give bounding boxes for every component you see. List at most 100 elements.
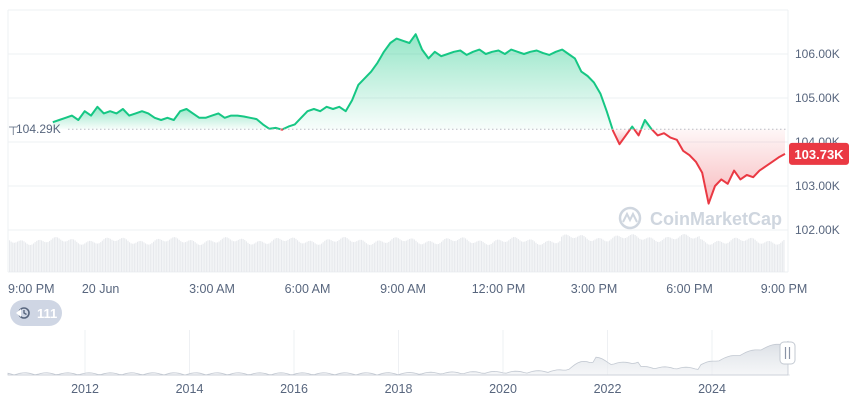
volume-bar <box>333 241 335 272</box>
price-line-down <box>650 128 786 205</box>
volume-bar <box>215 242 217 272</box>
volume-bar <box>605 241 607 272</box>
volume-bar <box>249 243 251 272</box>
volume-bar <box>759 243 761 272</box>
drag-handle[interactable] <box>779 341 796 365</box>
volume-bar <box>10 241 12 272</box>
volume-bar <box>101 240 103 272</box>
volume-bar <box>164 241 166 272</box>
price-area-up <box>282 34 613 130</box>
volume-bar <box>548 240 550 272</box>
volume-bar <box>261 241 263 272</box>
volume-bar <box>722 242 724 272</box>
volume-bar <box>178 239 180 272</box>
volume-bar <box>341 237 343 272</box>
volume-bar <box>477 240 479 272</box>
volume-bar <box>244 239 246 272</box>
volume-bar <box>284 241 286 272</box>
volume-bar <box>492 242 494 272</box>
price-area-fills <box>52 34 785 204</box>
volume-bar <box>393 237 395 272</box>
volume-bar <box>469 242 471 272</box>
volume-bar <box>573 238 575 272</box>
volume-bar <box>122 237 124 272</box>
volume-bar <box>317 244 319 272</box>
volume-bar <box>207 240 209 272</box>
volume-bar <box>399 239 401 272</box>
volume-bar <box>674 239 676 272</box>
volume-bar <box>639 238 641 272</box>
volume-bar <box>551 241 553 272</box>
volume-bar <box>476 241 478 272</box>
volume-bar <box>493 241 495 272</box>
coinmarketcap-watermark: CoinMarketCap <box>618 206 782 230</box>
volume-bar <box>751 237 753 272</box>
volume-bar <box>650 237 652 272</box>
volume-bar <box>484 243 486 272</box>
volume-bar <box>196 243 198 272</box>
volume-bar <box>663 238 665 272</box>
volume-bar <box>527 240 529 272</box>
volume-bar <box>479 240 481 272</box>
volume-bar <box>327 239 329 272</box>
history-badge-pill[interactable] <box>10 300 62 326</box>
volume-bar <box>498 239 500 272</box>
volume-bar <box>133 243 135 272</box>
navigator-grid <box>84 330 713 375</box>
volume-bar <box>762 243 764 272</box>
volume-bar <box>130 243 132 272</box>
x-tick-label: 6:00 AM <box>285 282 331 296</box>
volume-bar <box>172 237 174 272</box>
volume-bar <box>687 235 689 272</box>
volume-bar <box>679 236 681 272</box>
volume-bar <box>441 241 443 272</box>
volume-bar <box>241 238 243 272</box>
x-tick-label: 9:00 PM <box>8 282 55 296</box>
volume-bar <box>116 240 118 272</box>
volume-bar <box>353 242 355 272</box>
volume-bar <box>765 241 767 272</box>
volume-bar <box>314 243 316 272</box>
volume-bar <box>431 241 433 272</box>
navigator-year-label: 2020 <box>489 382 517 396</box>
volume-bar <box>689 237 691 272</box>
navigator-handle[interactable] <box>779 341 796 365</box>
navigator-year-label: 2016 <box>280 382 308 396</box>
volume-bar <box>665 237 667 272</box>
volume-bar <box>356 241 358 272</box>
volume-bar <box>108 237 110 272</box>
volume-bar <box>429 241 431 272</box>
watermark-text: CoinMarketCap <box>650 209 782 229</box>
volume-bar <box>615 235 617 272</box>
range-navigator[interactable]: 2012 2014 2016 2018 2020 2022 2024 <box>7 330 796 396</box>
volume-bar <box>690 238 692 272</box>
volume-bar <box>529 239 531 272</box>
volume-bar <box>311 241 313 272</box>
volume-bar <box>693 238 695 272</box>
volume-bar <box>263 242 265 272</box>
coinmarketcap-logo-mark <box>622 211 638 223</box>
volume-bar <box>695 237 697 272</box>
volume-bar <box>364 241 366 272</box>
volume-bar <box>335 241 337 272</box>
volume-bar <box>17 241 19 272</box>
volume-bar <box>596 238 598 272</box>
volume-bar <box>36 240 38 272</box>
volume-bar <box>26 243 28 272</box>
volume-bar <box>188 240 190 272</box>
history-badge[interactable]: 111 <box>10 300 62 326</box>
volume-bar <box>386 242 388 272</box>
volume-bar <box>485 244 487 272</box>
baseline-value-label: 104.29K <box>16 122 61 136</box>
volume-bar <box>754 239 756 272</box>
volume-bar <box>242 239 244 272</box>
volume-bar <box>255 242 257 272</box>
volume-bar <box>354 241 356 272</box>
volume-bar <box>66 240 68 272</box>
volume-bar <box>76 241 78 272</box>
volume-bar <box>471 243 473 272</box>
volume-bar <box>39 239 41 272</box>
volume-bar <box>396 237 398 272</box>
